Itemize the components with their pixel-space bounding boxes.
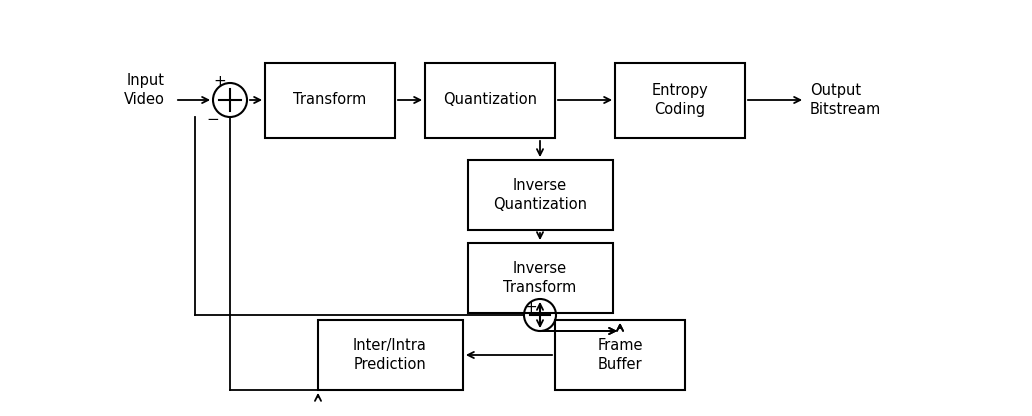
- Text: Frame
Buffer: Frame Buffer: [598, 338, 643, 372]
- Bar: [615, 62, 745, 138]
- Text: Input
Video: Input Video: [124, 73, 165, 107]
- Bar: [467, 243, 613, 313]
- Text: Quantization: Quantization: [443, 92, 537, 107]
- Bar: [467, 160, 613, 230]
- Bar: [318, 320, 462, 390]
- Text: −: −: [206, 111, 220, 126]
- Text: +: +: [524, 300, 538, 315]
- Text: Inter/Intra
Prediction: Inter/Intra Prediction: [353, 338, 427, 372]
- Bar: [265, 62, 395, 138]
- Text: Inverse
Transform: Inverse Transform: [504, 260, 577, 295]
- Text: Output
Bitstream: Output Bitstream: [810, 83, 881, 117]
- Text: Entropy
Coding: Entropy Coding: [651, 83, 708, 117]
- Text: Transform: Transform: [293, 92, 366, 107]
- Text: +: +: [214, 74, 226, 89]
- Bar: [555, 320, 685, 390]
- Bar: [425, 62, 555, 138]
- Text: Inverse
Quantization: Inverse Quantization: [493, 178, 587, 213]
